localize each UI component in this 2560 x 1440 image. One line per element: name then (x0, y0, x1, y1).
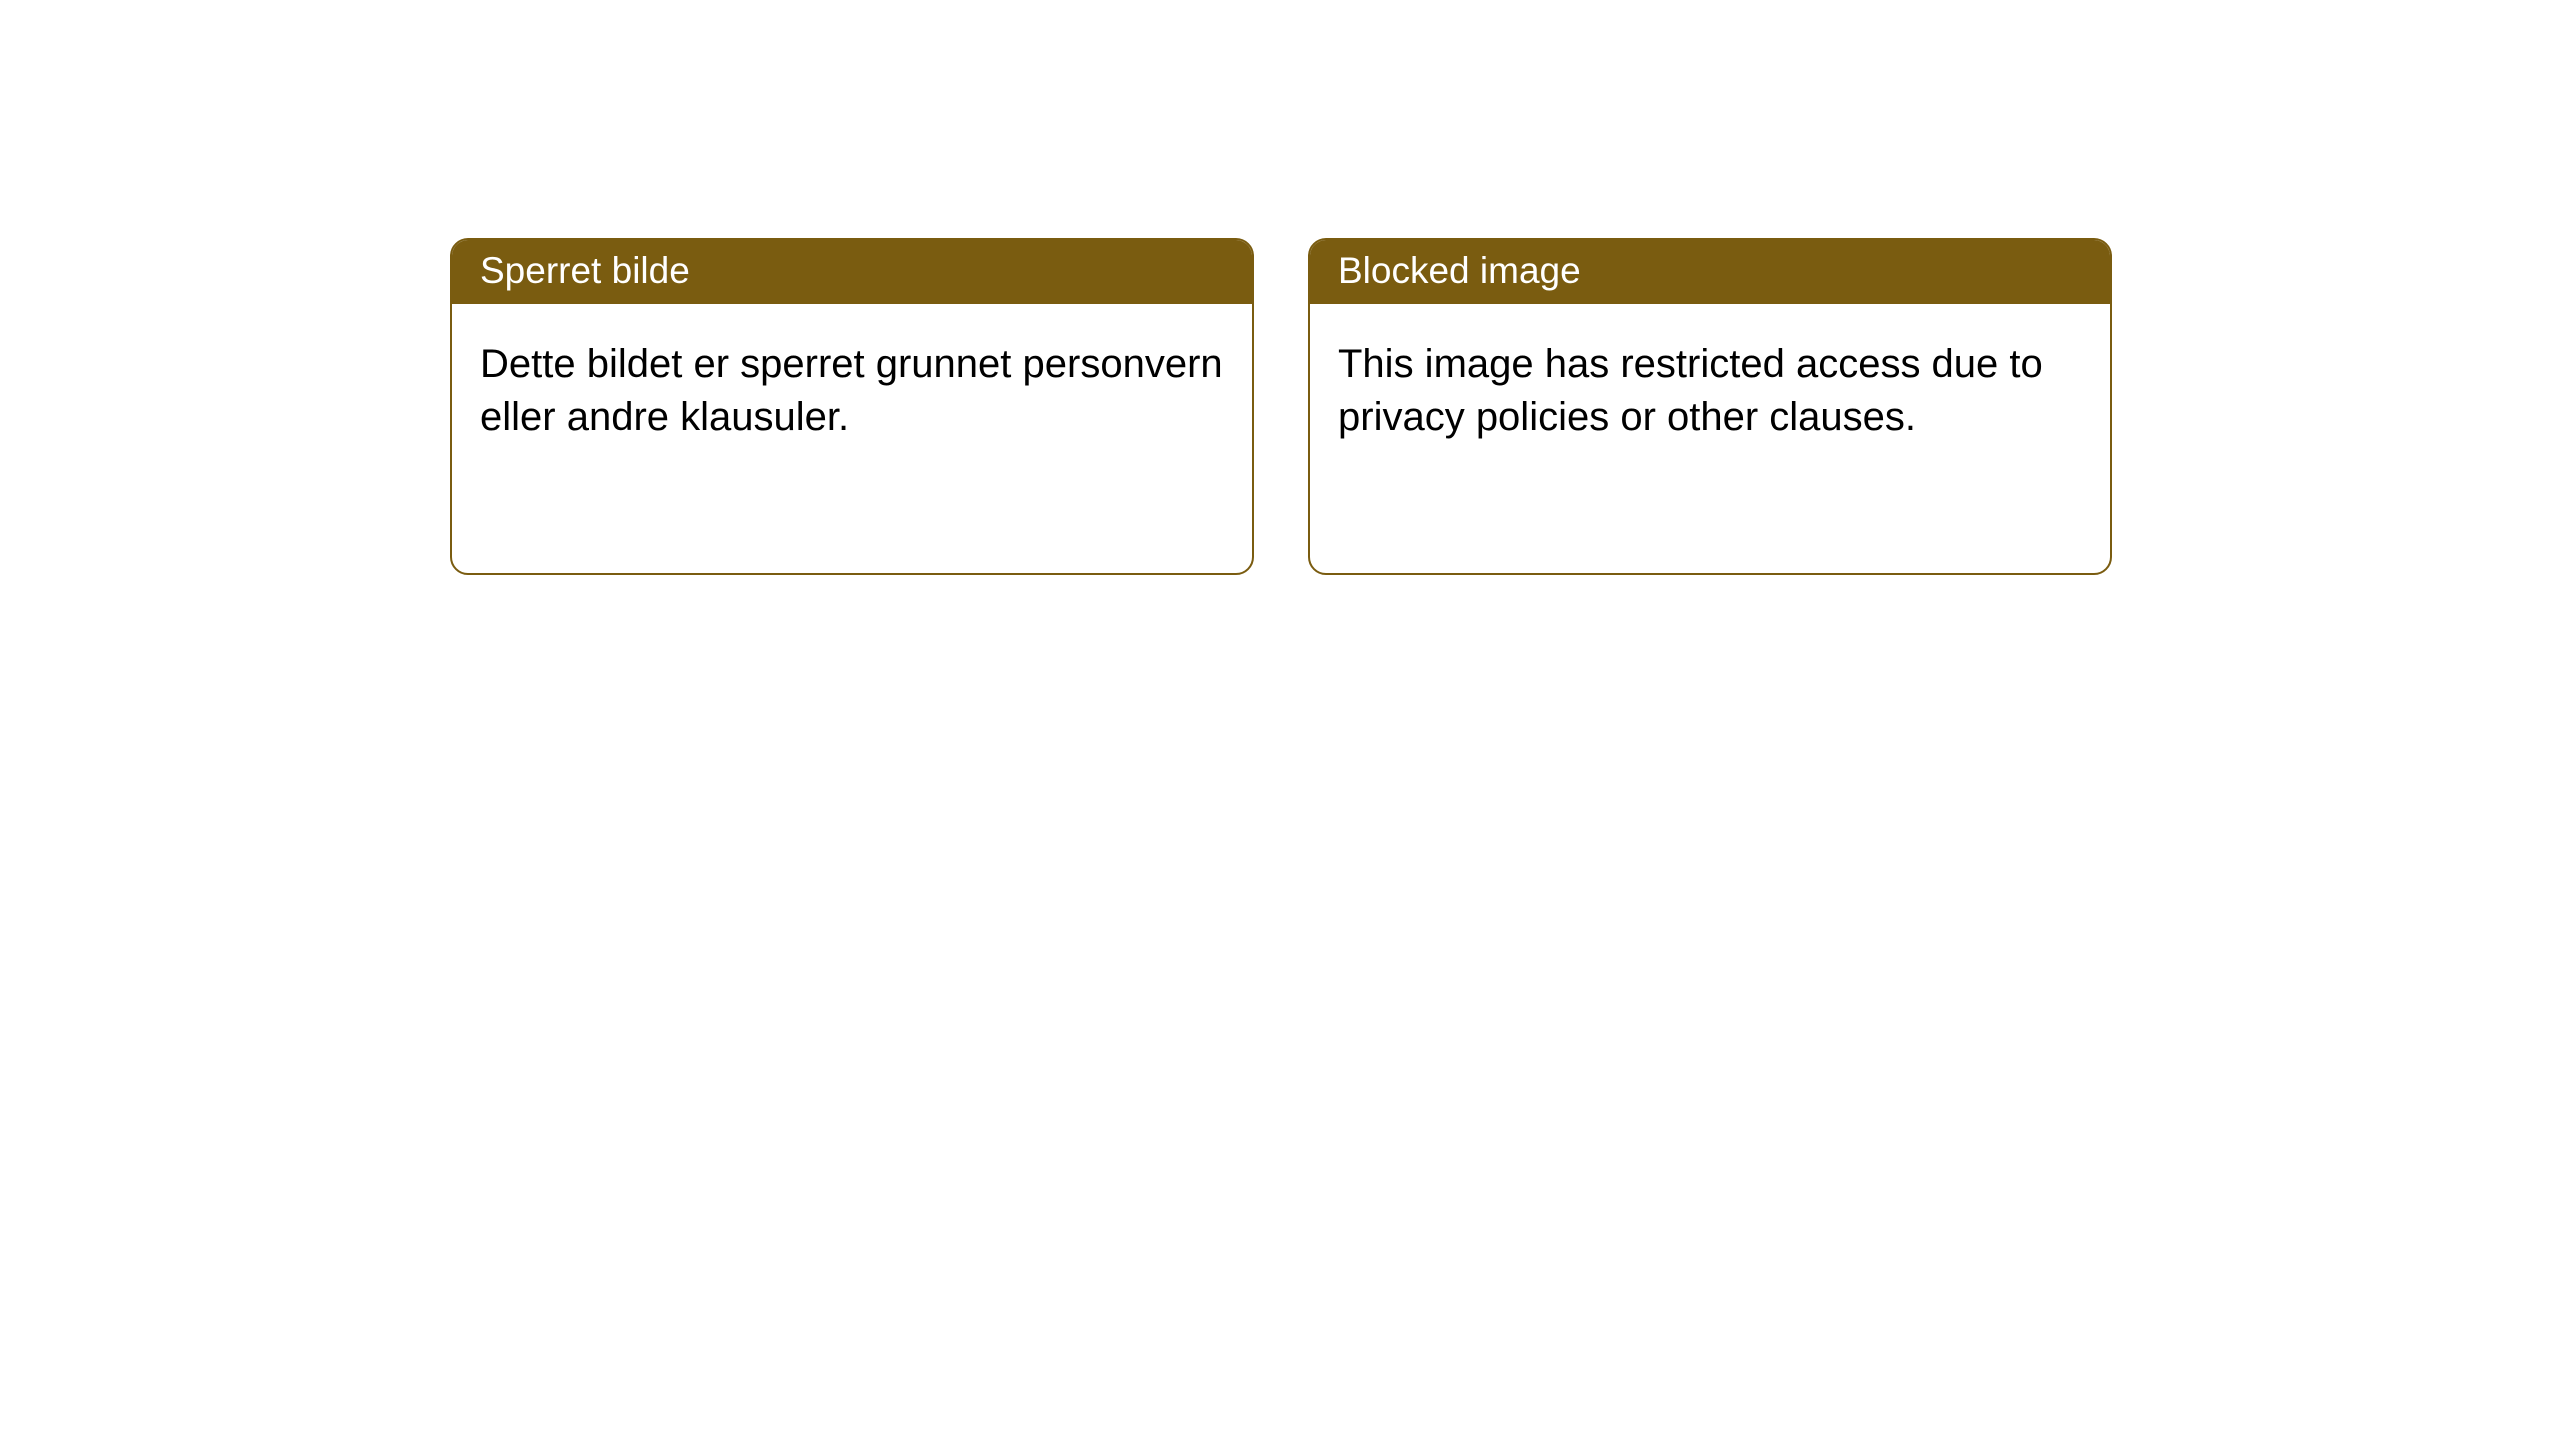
card-header: Sperret bilde (452, 240, 1252, 304)
card-body-text: This image has restricted access due to … (1338, 342, 2043, 439)
notice-card-norwegian: Sperret bilde Dette bildet er sperret gr… (450, 238, 1254, 575)
card-header: Blocked image (1310, 240, 2110, 304)
card-body: This image has restricted access due to … (1310, 304, 2110, 472)
notice-cards-container: Sperret bilde Dette bildet er sperret gr… (450, 238, 2560, 575)
card-body: Dette bildet er sperret grunnet personve… (452, 304, 1252, 472)
card-body-text: Dette bildet er sperret grunnet personve… (480, 342, 1223, 439)
card-title: Sperret bilde (480, 250, 690, 291)
card-title: Blocked image (1338, 250, 1581, 291)
notice-card-english: Blocked image This image has restricted … (1308, 238, 2112, 575)
